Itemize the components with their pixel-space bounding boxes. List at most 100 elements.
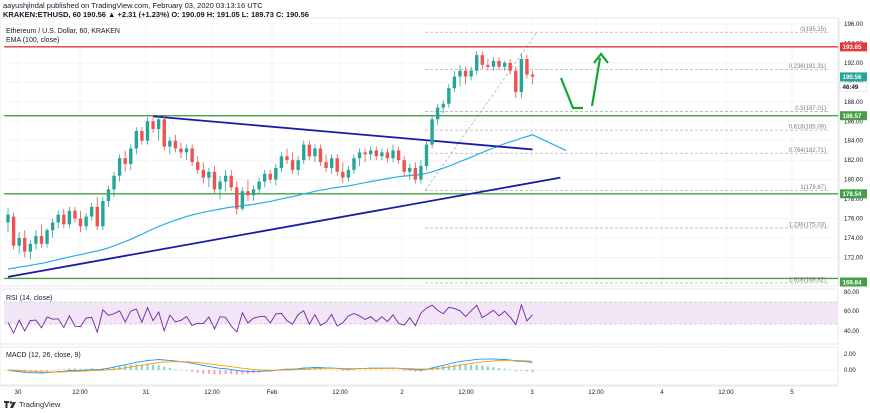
fib-level-label: 0(195.15) (800, 27, 826, 33)
fib-level-label: 0.236(191.31) (789, 64, 826, 70)
macd-histogram-bar (397, 370, 400, 371)
macd-histogram-bar (107, 367, 110, 370)
candle-body (391, 150, 395, 159)
price-axis-tick: 172.00 (844, 254, 863, 261)
candle-body (184, 148, 189, 153)
ema-legend: EMA (100, close) (6, 37, 59, 44)
candle-body (363, 152, 367, 155)
macd-histogram-bar (358, 369, 361, 371)
candle-body (251, 189, 256, 196)
macd-histogram-bar (458, 364, 461, 370)
price-axis-tick: 176.00 (844, 216, 863, 223)
price-tag-support (840, 277, 867, 287)
price-axis-tick: 186.00 (844, 118, 863, 125)
time-axis-tick: 12:00 (588, 389, 604, 396)
macd-histogram-bar (196, 370, 199, 373)
macd-histogram-bar (509, 369, 512, 371)
candle-body (262, 173, 267, 182)
price-tag-support (840, 189, 867, 199)
candle-body (318, 148, 323, 163)
macd-histogram-bar (447, 365, 450, 370)
candle-body (229, 175, 233, 188)
time-axis-tick: 12:00 (72, 389, 88, 396)
macd-histogram-bar (464, 364, 467, 370)
candle-body (530, 74, 535, 77)
macd-signal-line (7, 359, 533, 373)
candle-body (486, 64, 490, 67)
candle-body (84, 216, 88, 227)
macd-histogram-bar (364, 369, 367, 371)
candle-body (6, 214, 10, 223)
macd-histogram-bar (470, 364, 473, 370)
macd-histogram-bar (514, 370, 517, 372)
candle-body (190, 148, 194, 163)
macd-histogram-bar (230, 370, 233, 375)
macd-histogram-bar (525, 370, 528, 372)
time-axis-tick: 12:00 (718, 389, 734, 396)
macd-histogram-bar (425, 370, 428, 371)
candle-body (419, 165, 423, 180)
macd-histogram-bar (185, 370, 188, 371)
candle-body (95, 206, 99, 227)
candle-body (201, 169, 205, 178)
macd-histogram-bar (85, 368, 88, 370)
candle-body (335, 158, 339, 172)
time-axis-tick: 30 (15, 389, 22, 396)
candle-body (285, 156, 289, 161)
macd-histogram-bar (118, 365, 121, 370)
price-axis-tick: 180.00 (844, 177, 863, 184)
fib-level-label: 1.236(175.03) (789, 222, 826, 228)
candle-body (156, 119, 161, 130)
price-axis-tick: 174.00 (844, 235, 863, 242)
macd-histogram-bar (453, 364, 456, 370)
candle-body (223, 175, 228, 182)
candle-body (341, 171, 345, 178)
candle-body (491, 60, 496, 67)
macd-histogram-bar (224, 370, 227, 375)
macd-histogram-bar (113, 366, 116, 370)
candle-body (380, 152, 384, 157)
macd-histogram-bar (152, 364, 155, 370)
candle-body (28, 243, 33, 252)
macd-legend: MACD (12, 26, close, 9) (6, 352, 81, 359)
macd-histogram-bar (68, 368, 71, 370)
macd-histogram-bar (481, 365, 484, 370)
candle-body (67, 210, 72, 225)
candle-body (313, 148, 317, 157)
macd-histogram-bar (157, 365, 160, 370)
fib-level-label: 1.618(168.82) (789, 278, 826, 284)
fib-level-label: 0.5(187.01) (795, 106, 826, 112)
candle-body (357, 152, 362, 159)
time-axis-tick: 5 (790, 389, 794, 396)
candle-body (346, 169, 351, 178)
footer-brand[interactable]: TradingView (4, 400, 60, 409)
macd-histogram-bar (486, 366, 489, 370)
up-arrow-head (593, 52, 609, 64)
candle-body (162, 119, 166, 147)
macd-histogram-bar (34, 370, 37, 372)
candle-body (307, 144, 312, 157)
macd-histogram-bar (330, 369, 333, 371)
candle-body (246, 191, 250, 196)
candle-body (508, 62, 512, 71)
time-axis-tick: 3 (530, 389, 534, 396)
candle-body (112, 175, 116, 190)
candle-body (235, 187, 239, 209)
macd-histogram-bar (191, 370, 194, 372)
macd-histogram-bar (503, 368, 506, 370)
macd-histogram-bar (336, 370, 339, 371)
candle-body (207, 171, 211, 178)
candle-body (324, 162, 328, 168)
macd-histogram-bar (202, 370, 205, 374)
macd-histogram-bar (62, 369, 65, 370)
macd-line (7, 358, 533, 374)
macd-histogram-bar (235, 370, 238, 375)
candle-body (106, 189, 111, 202)
price-tag-label: 169.84 (843, 279, 862, 286)
candle-body (290, 160, 295, 170)
up-arrow-shaft (590, 57, 602, 107)
candle-body (196, 162, 200, 170)
rsi-line (7, 303, 533, 335)
